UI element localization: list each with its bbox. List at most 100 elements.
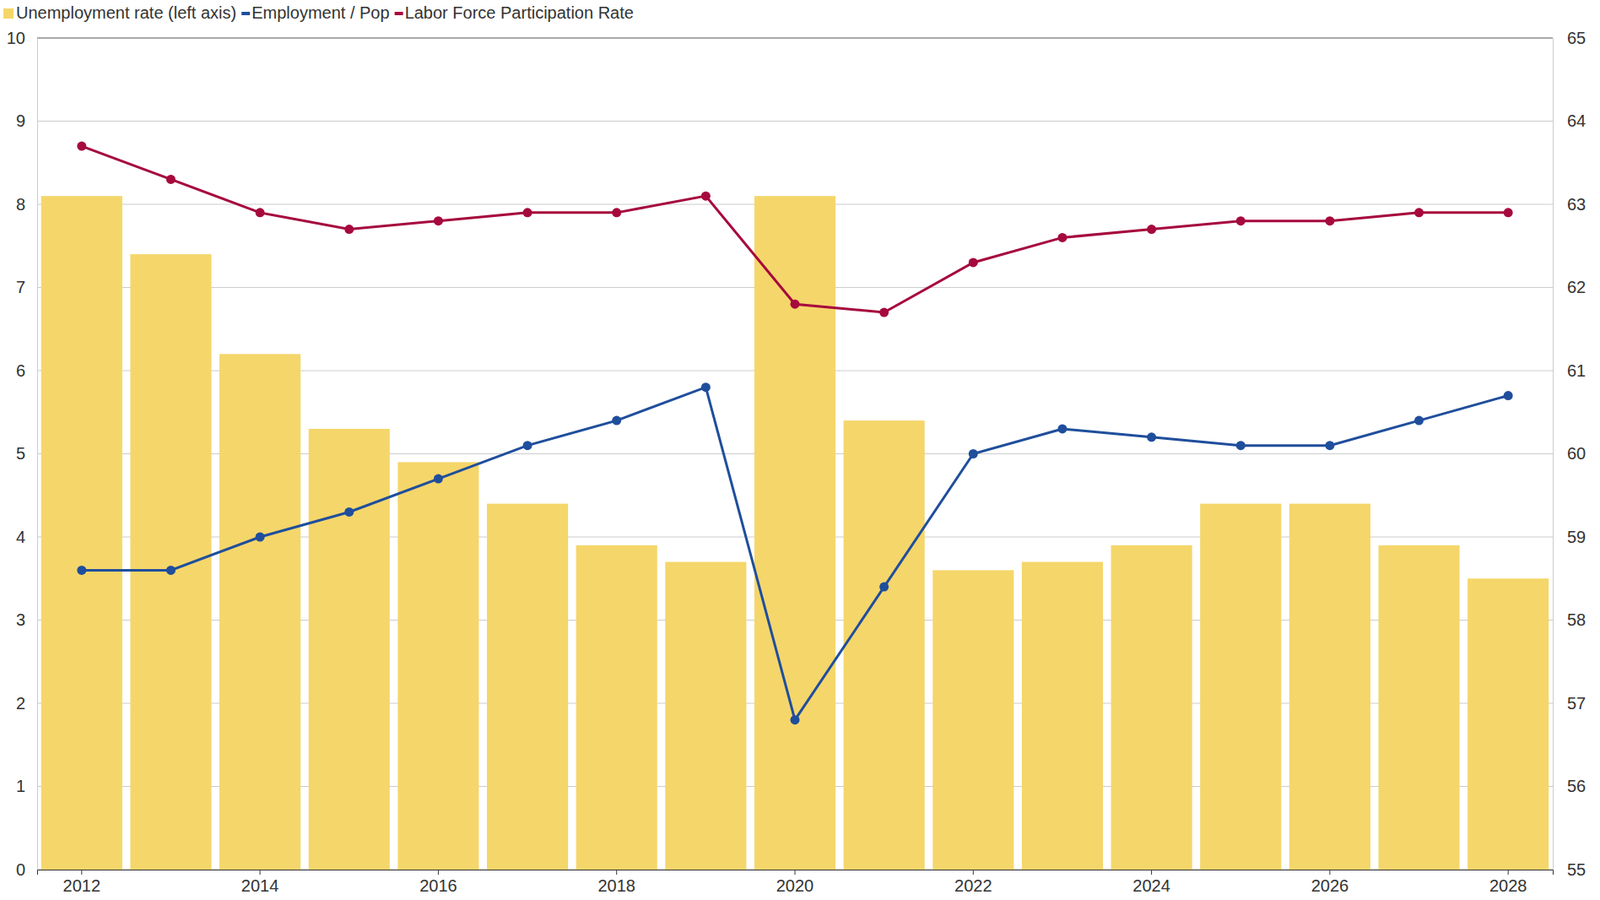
tick: 61 (1552, 361, 1586, 380)
tick-label: 2 (16, 693, 26, 713)
tick-label: 56 (1567, 776, 1586, 795)
marker (1236, 216, 1246, 226)
line (81, 387, 1509, 720)
grid (37, 37, 1553, 870)
marker (344, 224, 354, 234)
marker (255, 532, 265, 542)
tick-label: 55 (1567, 859, 1586, 879)
axis: 012345678910 (6, 28, 38, 879)
marker (879, 308, 889, 318)
tick: 55 (1552, 859, 1586, 879)
line-series (76, 141, 1513, 318)
marker (523, 440, 533, 450)
line-series (76, 382, 1513, 725)
marker (166, 174, 176, 184)
tick: 5 (16, 443, 38, 463)
axis-line (37, 870, 1554, 876)
marker (701, 191, 711, 201)
tick: 2016 (419, 869, 457, 895)
tick: 8 (16, 194, 38, 214)
tick: 62 (1552, 277, 1586, 297)
marker (611, 416, 622, 426)
tick: 2020 (776, 869, 815, 895)
tick-mark (972, 869, 974, 875)
legend-item: Labor Force Participation Rate (394, 3, 634, 22)
line (81, 145, 1509, 313)
marker (1414, 416, 1424, 426)
tick-mark (81, 869, 82, 875)
bar (486, 503, 568, 870)
legend-label: Employment / Pop (251, 3, 390, 22)
grid-line (37, 120, 1553, 122)
tick-label: 63 (1567, 194, 1586, 214)
legend-item: Unemployment rate (left axis) (3, 3, 237, 22)
marker (879, 582, 889, 592)
axis-line (1552, 38, 1554, 871)
tick: 9 (16, 111, 38, 130)
legend-label: Unemployment rate (left axis) (16, 3, 237, 22)
bar (308, 428, 390, 870)
marker (433, 474, 444, 484)
tick: 2024 (1132, 869, 1171, 895)
tick: 59 (1552, 527, 1586, 546)
tick: 6 (16, 361, 38, 380)
bar (1289, 503, 1371, 870)
tick: 0 (16, 859, 38, 879)
tick-label: 65 (1567, 28, 1586, 48)
tick-label: 8 (16, 194, 26, 214)
marker (1324, 216, 1335, 226)
tick: 4 (16, 527, 38, 546)
marker (790, 299, 800, 309)
tick-label: 57 (1567, 693, 1586, 713)
tick-label: 2024 (1132, 875, 1171, 895)
tick-mark (1329, 869, 1330, 875)
bar (664, 562, 746, 870)
marker (1414, 207, 1424, 217)
bar (1021, 562, 1103, 870)
marker (1057, 423, 1067, 433)
marker (166, 565, 176, 575)
bar (41, 195, 123, 870)
tick: 58 (1552, 610, 1586, 629)
tick-mark (616, 869, 617, 875)
tick: 2014 (241, 869, 280, 895)
plot: 0123456789105556575859606162636465201220… (6, 28, 1587, 895)
tick-label: 2026 (1311, 875, 1350, 895)
tick: 1 (16, 776, 38, 795)
tick-label: 2018 (597, 875, 636, 895)
bar (129, 254, 211, 870)
tick-label: 10 (6, 28, 26, 48)
marker (1503, 390, 1514, 400)
marker (76, 565, 87, 575)
marker (523, 207, 533, 217)
tick: 10 (6, 28, 38, 48)
legend-swatch (3, 8, 14, 19)
tick-label: 59 (1567, 527, 1586, 546)
legend: Unemployment rate (left axis) Employment … (3, 3, 634, 22)
axis: 201220142016201820202022202420262028 (37, 869, 1554, 895)
chart: 0123456789105556575859606162636465201220… (0, 0, 1600, 900)
tick: 2018 (597, 869, 636, 895)
bar-series (41, 195, 1549, 870)
tick-mark (1508, 869, 1509, 875)
bar (843, 420, 925, 870)
bar (219, 353, 301, 870)
tick-label: 2012 (63, 875, 102, 895)
tick: 2012 (63, 869, 102, 895)
bar (1467, 578, 1549, 870)
tick-label: 6 (16, 361, 26, 380)
tick: 2022 (954, 869, 993, 895)
marker (255, 207, 265, 217)
tick-label: 2014 (241, 875, 280, 895)
tick-label: 2022 (954, 875, 993, 895)
marker (1146, 224, 1157, 234)
tick-label: 9 (16, 111, 26, 130)
marks (41, 141, 1549, 870)
tick: 65 (1552, 28, 1586, 48)
grid-line (37, 37, 1553, 39)
legend-swatch (241, 11, 250, 16)
tick: 63 (1552, 194, 1586, 214)
tick-label: 0 (16, 859, 26, 879)
tick: 57 (1552, 693, 1586, 713)
marker (1146, 432, 1157, 442)
